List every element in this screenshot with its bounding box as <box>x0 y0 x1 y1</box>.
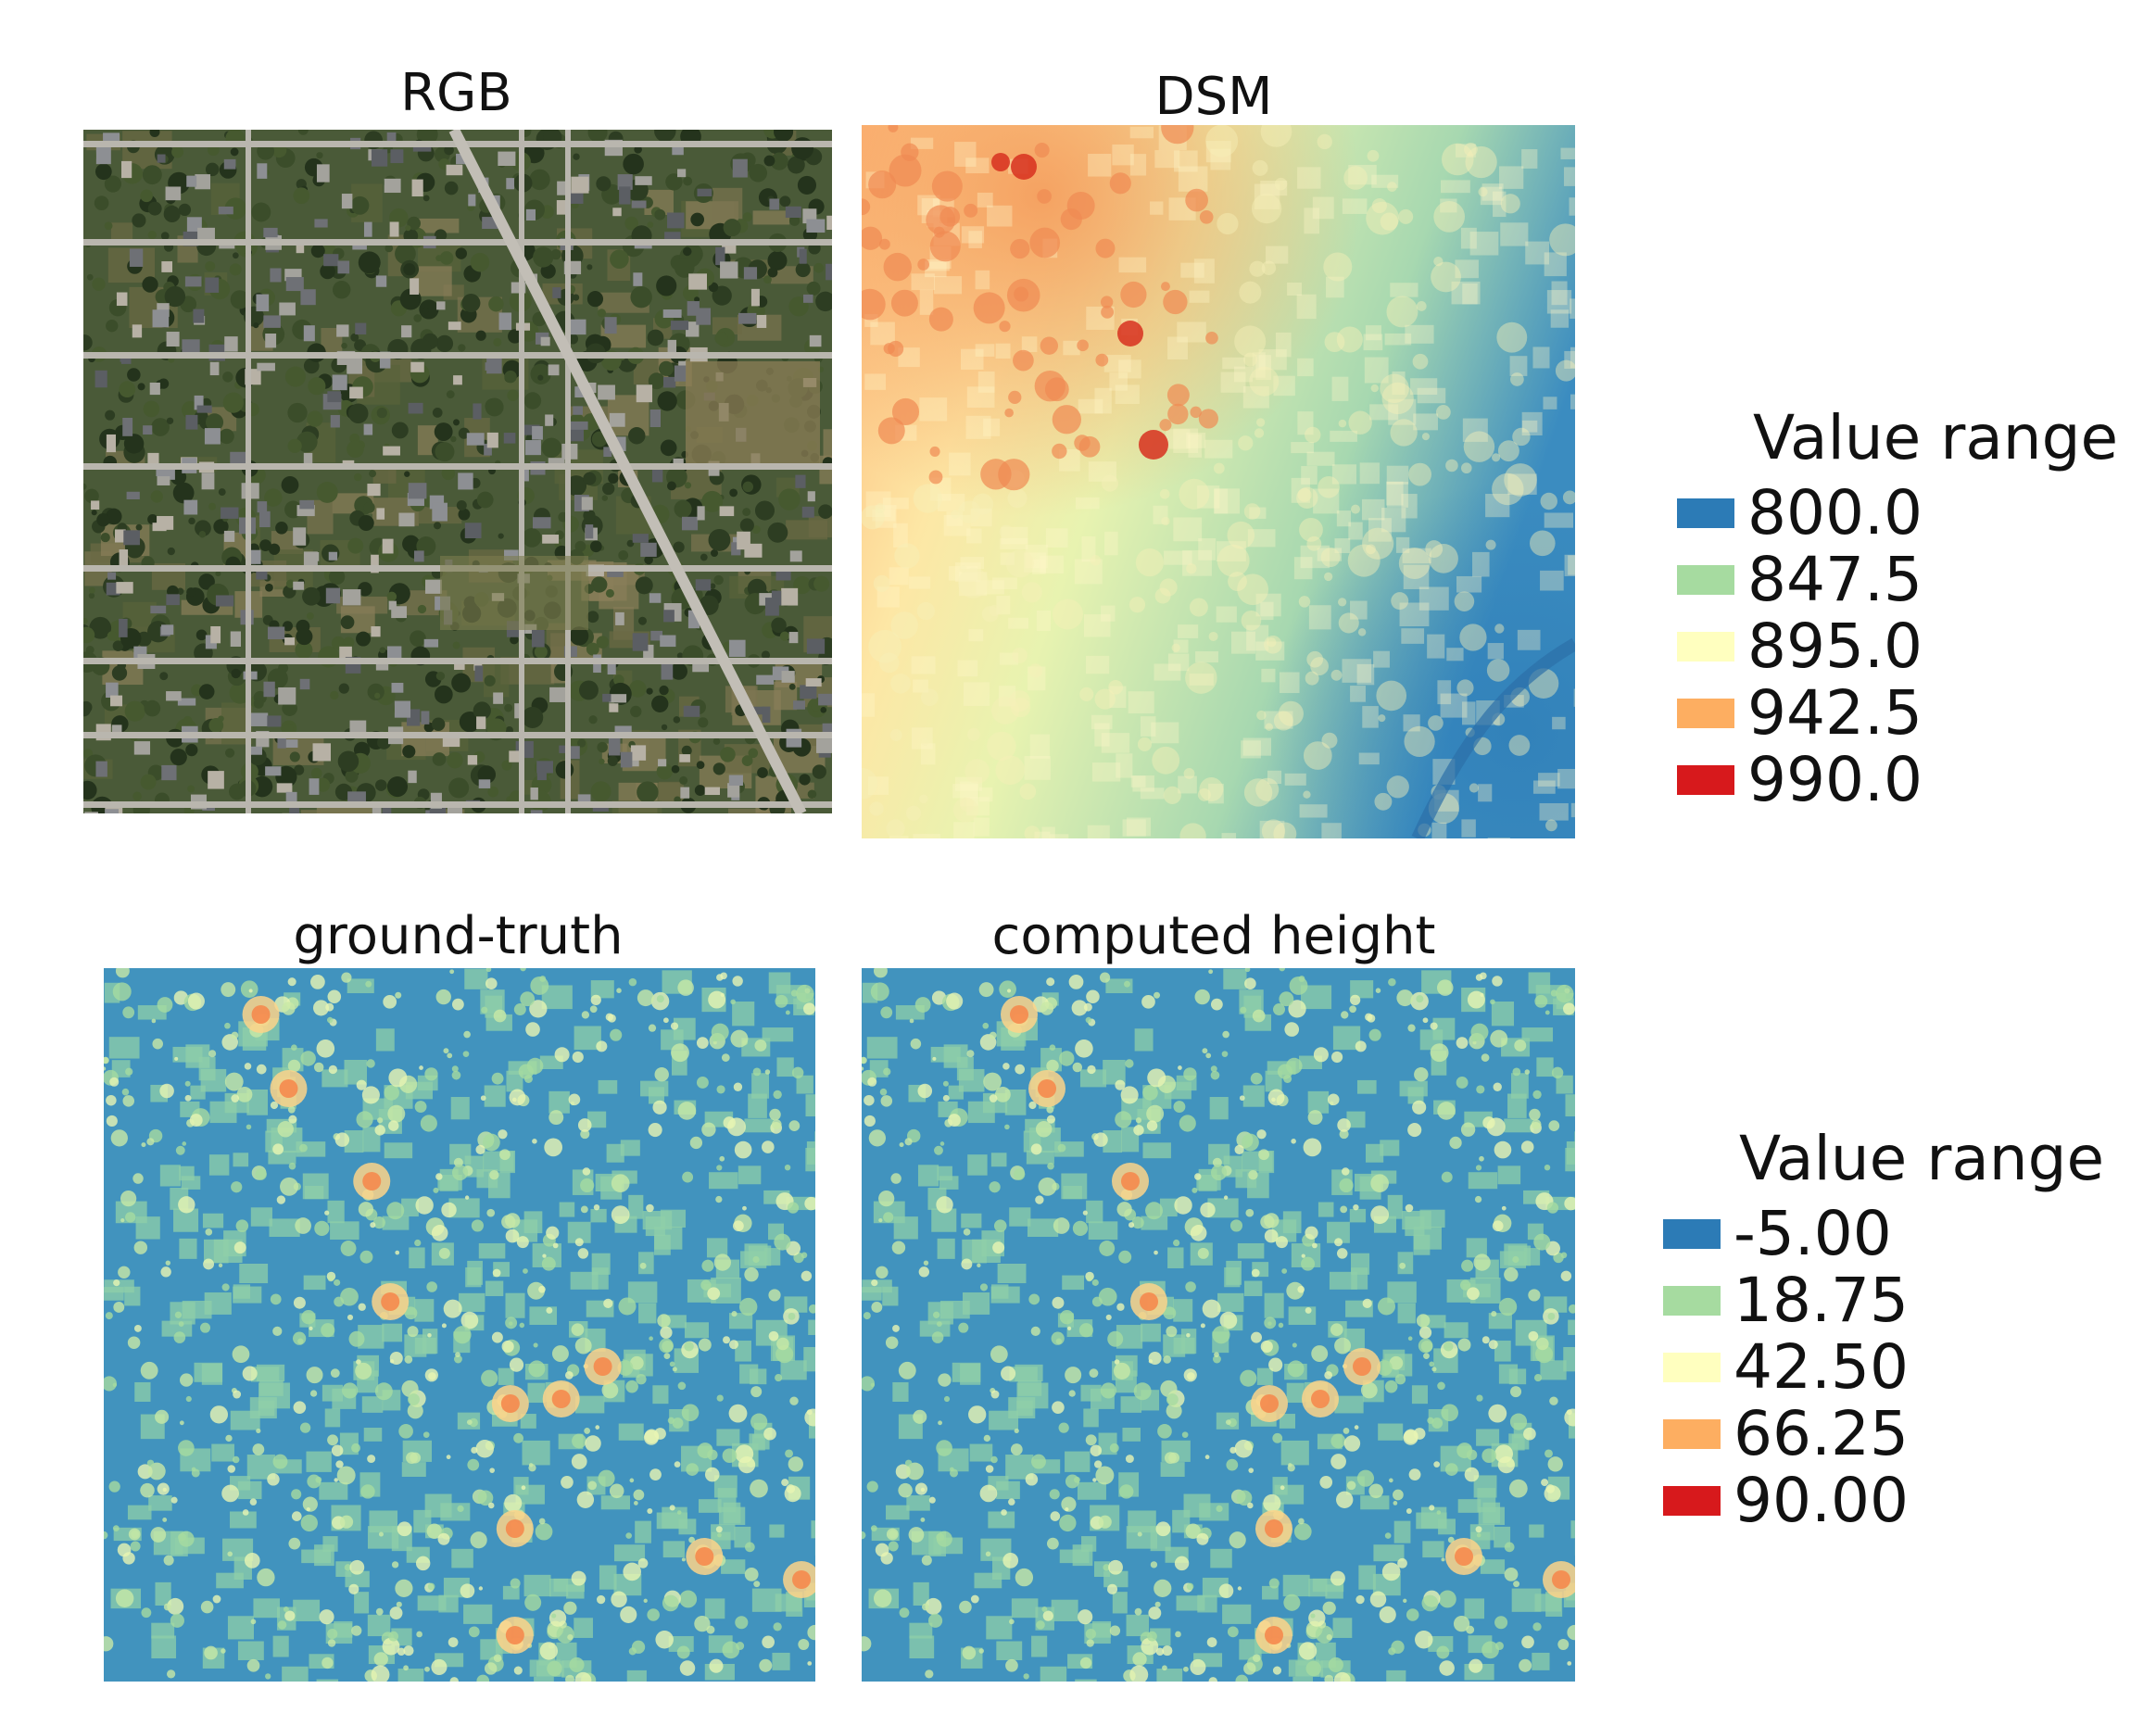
legend-top-entry: 990.0 <box>1677 747 2118 813</box>
computed-height-title: computed height <box>991 906 1436 966</box>
ground-truth-heatmap <box>104 968 815 1682</box>
dsm-heatmap <box>862 125 1575 838</box>
legend-bottom-entry: 42.50 <box>1663 1334 2104 1401</box>
legend-bottom-swatch <box>1663 1419 1721 1449</box>
legend-top: Value range 800.0 847.5 895.0 942.5 990.0 <box>1677 408 2118 813</box>
legend-top-label: 847.5 <box>1747 544 1923 615</box>
legend-bottom-label: -5.00 <box>1734 1198 1892 1269</box>
legend-bottom-entry: 66.25 <box>1663 1401 2104 1468</box>
legend-top-entry: 800.0 <box>1677 480 2118 547</box>
legend-bottom-label: 66.25 <box>1734 1398 1909 1469</box>
legend-top-label: 895.0 <box>1747 611 1923 682</box>
computed-height-image <box>862 968 1575 1682</box>
legend-top-swatch <box>1677 565 1734 595</box>
legend-top-entry: 942.5 <box>1677 680 2118 747</box>
dsm-image <box>862 125 1575 838</box>
rgb-image <box>83 130 832 813</box>
legend-bottom-label: 90.00 <box>1734 1465 1909 1536</box>
legend-top-swatch <box>1677 498 1734 528</box>
ground-truth-image <box>104 968 815 1682</box>
legend-bottom-label: 42.50 <box>1734 1331 1909 1403</box>
legend-bottom-swatch <box>1663 1286 1721 1316</box>
legend-bottom-entry: 18.75 <box>1663 1267 2104 1334</box>
legend-top-title: Value range <box>1753 402 2119 473</box>
legend-top-label: 990.0 <box>1747 744 1923 815</box>
legend-top-entry: 847.5 <box>1677 547 2118 613</box>
legend-bottom-swatch <box>1663 1353 1721 1382</box>
rgb-title: RGB <box>400 63 512 123</box>
legend-bottom-title: Value range <box>1739 1123 2105 1194</box>
legend-top-swatch <box>1677 632 1734 661</box>
legend-top-swatch <box>1677 699 1734 728</box>
legend-bottom: Value range -5.00 18.75 42.50 66.25 90.00 <box>1663 1128 2104 1534</box>
legend-top-entry: 895.0 <box>1677 613 2118 680</box>
dsm-title: DSM <box>1154 67 1273 127</box>
legend-bottom-label: 18.75 <box>1734 1265 1909 1336</box>
legend-bottom-swatch <box>1663 1219 1721 1249</box>
legend-top-swatch <box>1677 765 1734 795</box>
legend-bottom-entry: 90.00 <box>1663 1468 2104 1534</box>
legend-bottom-entry: -5.00 <box>1663 1201 2104 1267</box>
computed-height-heatmap <box>862 968 1575 1682</box>
rgb-aerial-map <box>83 130 832 813</box>
legend-bottom-swatch <box>1663 1486 1721 1516</box>
legend-top-label: 800.0 <box>1747 477 1923 548</box>
ground-truth-title: ground-truth <box>293 906 624 966</box>
legend-top-label: 942.5 <box>1747 677 1923 749</box>
